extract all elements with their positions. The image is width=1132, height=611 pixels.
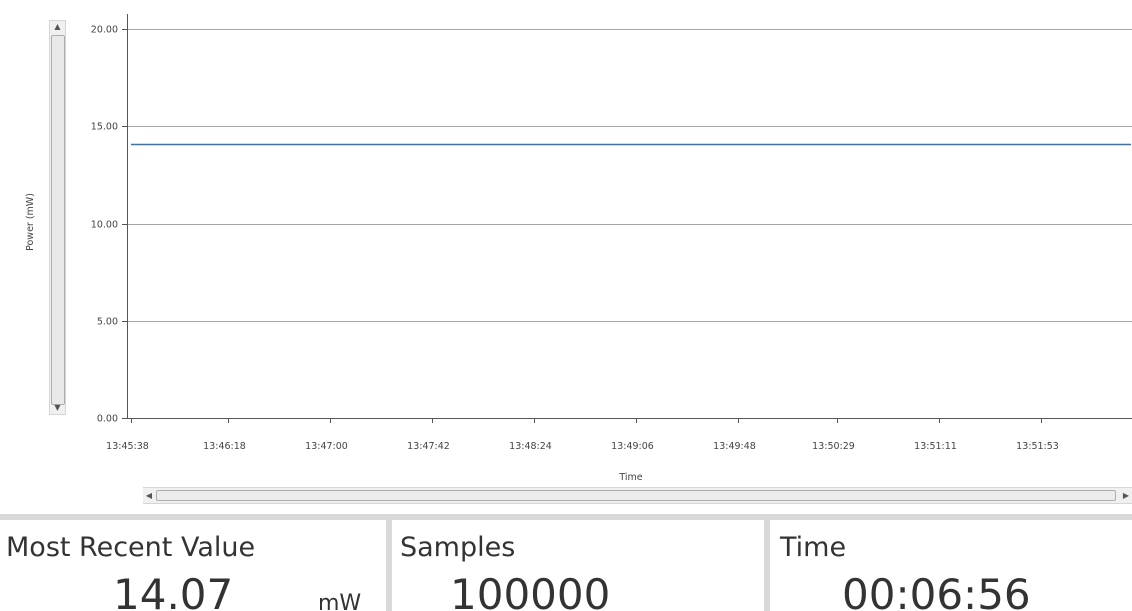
power-chart: 0.00 5.00 10.00 15.00 20.00 13:45:38 13:46:18… xyxy=(25,14,1132,480)
y-tick-label: 15.00 xyxy=(91,122,118,133)
scroll-up-icon[interactable]: ▲ xyxy=(54,22,61,31)
time-panel: Time 00:06:56 xyxy=(770,520,1132,611)
vertical-scrollbar[interactable]: ▲ ▼ xyxy=(49,20,66,415)
y-tick-labels: 0.00 5.00 10.00 15.00 20.00 xyxy=(91,25,118,425)
x-tick-label: 13:45:38 xyxy=(106,441,149,452)
x-tick-label: 13:51:11 xyxy=(914,441,957,452)
scroll-right-icon[interactable]: ▶ xyxy=(1122,491,1130,500)
most-recent-value-panel: Most Recent Value 14.07 mW xyxy=(0,520,386,611)
x-tick-label: 13:47:00 xyxy=(305,441,348,452)
axes xyxy=(122,14,1132,423)
samples-title: Samples xyxy=(400,532,516,563)
horizontal-scroll-thumb[interactable] xyxy=(156,490,1116,501)
horizontal-scrollbar[interactable]: ◀ ▶ xyxy=(143,487,1132,504)
x-tick-label: 13:50:29 xyxy=(812,441,855,452)
readout-panels: Most Recent Value 14.07 mW Samples 10000… xyxy=(0,514,1132,611)
y-tick-label: 5.00 xyxy=(97,317,118,328)
x-tick-label: 13:49:06 xyxy=(611,441,654,452)
time-value: 00:06:56 xyxy=(842,570,1031,611)
scroll-left-icon[interactable]: ◀ xyxy=(145,491,153,500)
x-tick-label: 13:47:42 xyxy=(407,441,450,452)
most-recent-value: 14.07 xyxy=(113,570,234,611)
most-recent-value-title: Most Recent Value xyxy=(6,532,256,563)
y-axis-title: Power (mW) xyxy=(25,193,36,251)
samples-panel: Samples 100000 xyxy=(392,520,764,611)
y-tick-label: 10.00 xyxy=(91,220,118,231)
time-title: Time xyxy=(780,532,847,563)
grid-lines xyxy=(127,29,1132,322)
y-tick-label: 0.00 xyxy=(97,414,118,425)
samples-value: 100000 xyxy=(450,570,611,611)
x-tick-label: 13:49:48 xyxy=(713,441,756,452)
vertical-scroll-thumb[interactable] xyxy=(51,35,65,405)
x-axis-title: Time xyxy=(618,472,642,480)
most-recent-value-unit: mW xyxy=(318,591,362,611)
x-tick-label: 13:51:53 xyxy=(1016,441,1059,452)
x-tick-label: 13:46:18 xyxy=(203,441,246,452)
scroll-down-icon[interactable]: ▼ xyxy=(54,403,61,412)
y-tick-label: 20.00 xyxy=(91,25,118,36)
x-tick-label: 13:48:24 xyxy=(509,441,552,452)
x-tick-labels: 13:45:38 13:46:18 13:47:00 13:47:42 13:48:24… xyxy=(106,441,1059,452)
